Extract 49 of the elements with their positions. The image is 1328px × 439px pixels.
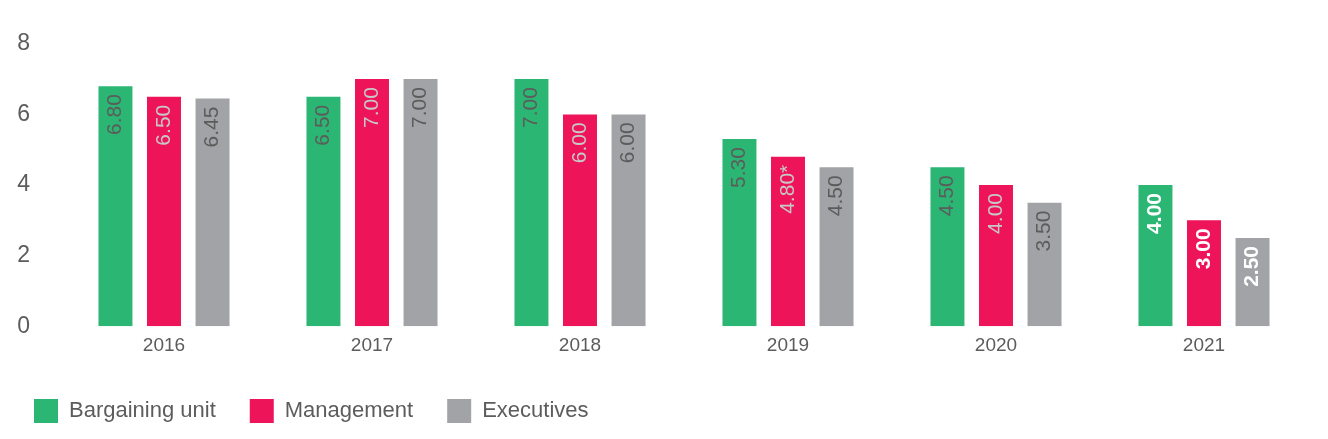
data-label: 3.00	[1190, 228, 1214, 270]
bar	[611, 114, 646, 327]
bar	[1027, 202, 1062, 327]
data-label: 4.80*	[774, 164, 798, 214]
data-label: 7.00	[358, 87, 382, 128]
bar	[403, 79, 438, 327]
data-label: 7.00	[407, 87, 431, 128]
bar	[195, 98, 230, 327]
y-tick-label: 8	[17, 29, 30, 56]
x-tick-label: 2016	[142, 333, 186, 355]
y-tick-label: 6	[17, 99, 30, 126]
data-label: 4.50	[934, 175, 958, 217]
x-tick-label: 2020	[974, 333, 1018, 355]
data-label: 6.00	[615, 122, 639, 164]
data-label: 6.00	[566, 122, 590, 164]
data-label: 7.00	[518, 87, 542, 128]
x-tick-label: 2017	[350, 333, 394, 355]
legend-label: Bargaining unit	[69, 397, 216, 423]
bar	[514, 79, 549, 327]
legend-label: Executives	[482, 397, 589, 423]
y-tick-label: 4	[17, 170, 31, 197]
data-label: 6.50	[150, 104, 174, 146]
bar	[819, 167, 854, 327]
bar	[930, 167, 965, 327]
data-label: 3.50	[1031, 210, 1055, 252]
y-tick-label: 0	[17, 311, 30, 338]
x-tick-label: 2021	[1182, 333, 1226, 355]
data-label: 6.50	[310, 104, 334, 146]
legend-label: Management	[284, 397, 414, 423]
data-label: 5.30	[726, 147, 750, 188]
bar	[98, 86, 133, 327]
x-tick-label: 2018	[558, 333, 602, 355]
data-label: 4.00	[982, 193, 1006, 234]
bar	[979, 185, 1013, 327]
bar	[722, 139, 757, 327]
data-label: 2.50	[1239, 245, 1263, 287]
bar	[355, 79, 389, 327]
data-label: 6.45	[199, 106, 223, 148]
bar	[306, 96, 341, 327]
data-label: 4.00	[1142, 193, 1166, 234]
y-tick-label: 2	[17, 240, 30, 267]
x-tick-label: 2019	[766, 333, 810, 355]
bar	[771, 156, 805, 327]
bar	[1138, 185, 1173, 327]
bar	[1187, 220, 1221, 327]
data-label: 6.80	[102, 94, 126, 136]
data-label: 4.50	[823, 175, 847, 217]
bar	[147, 96, 181, 327]
bar	[563, 114, 597, 327]
